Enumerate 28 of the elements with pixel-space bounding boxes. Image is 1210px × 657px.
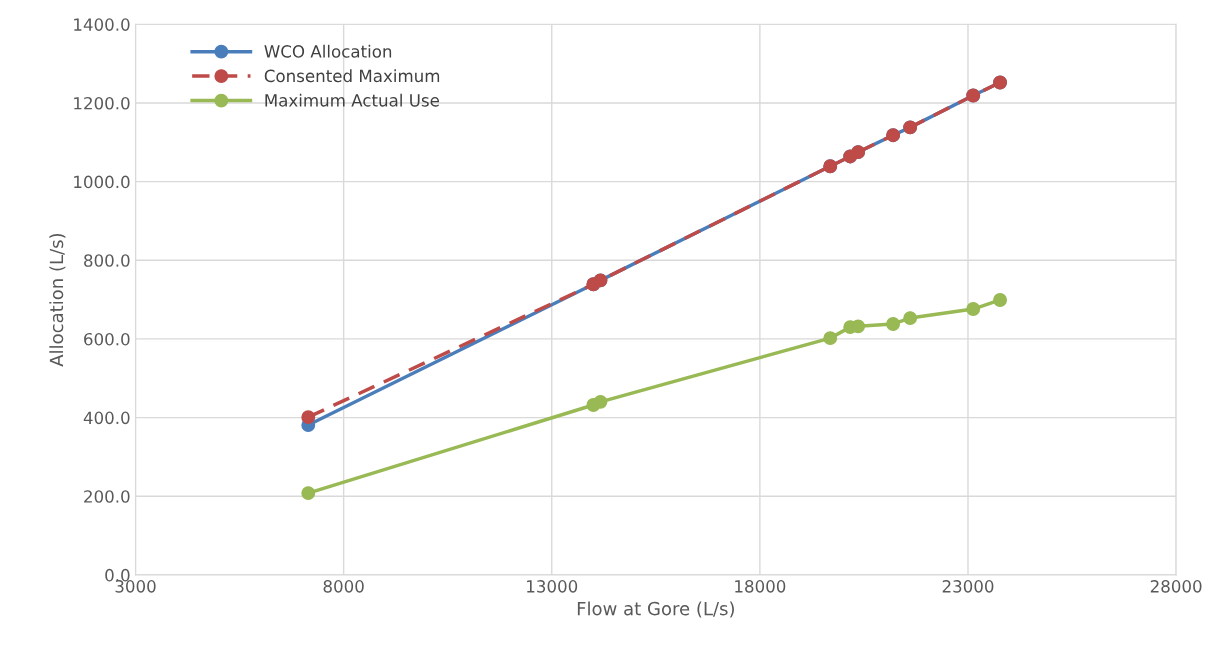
y-axis-title: Allocation (L/s): [49, 233, 66, 367]
x-tick-label: 8000: [323, 580, 364, 593]
point: [593, 394, 608, 409]
x-tick-label: 13000: [527, 580, 578, 593]
y-tick-label: 1200.0: [74, 96, 130, 110]
legend-label: Consented Maximum: [264, 69, 440, 83]
x-tick-label: 18000: [735, 580, 786, 593]
legend-label: WCO Allocation: [264, 44, 392, 58]
point: [851, 319, 866, 334]
x-axis-title: Flow at Gore (L/s): [577, 601, 734, 618]
legend-label: Maximum Actual Use: [265, 93, 439, 107]
point: [823, 331, 838, 346]
point: [886, 317, 901, 331]
y-tick-label: 1000.0: [74, 175, 130, 189]
x-tick-label: 28000: [1150, 580, 1202, 593]
point: [301, 486, 316, 501]
y-tick-label: 800.0: [84, 254, 130, 267]
point: [993, 293, 1007, 307]
point: [903, 311, 918, 326]
point: [301, 410, 316, 425]
x-tick-label: 3000: [115, 580, 156, 593]
y-tick-label: 1400.0: [74, 18, 130, 31]
x-tick-label: 23000: [942, 580, 994, 593]
point: [966, 302, 981, 316]
y-tick-label: 600.0: [84, 332, 130, 346]
y-tick-label: 0.0: [105, 568, 130, 582]
y-tick-label: 400.0: [83, 411, 130, 425]
y-tick-label: 200.0: [84, 490, 130, 503]
